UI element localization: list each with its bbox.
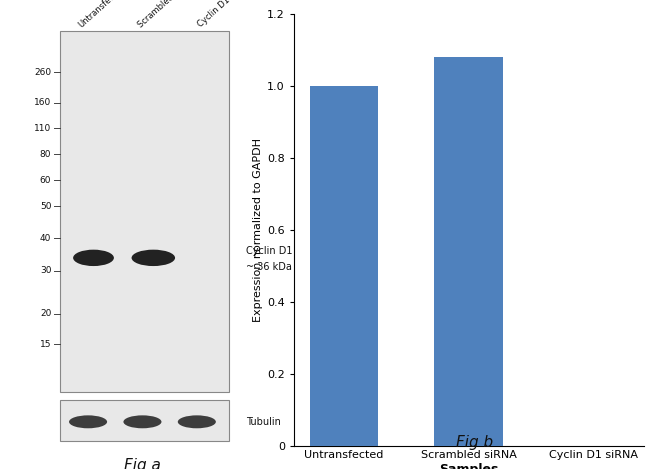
Text: 50: 50 bbox=[40, 202, 51, 211]
Text: Fig b: Fig b bbox=[456, 435, 493, 450]
Text: 30: 30 bbox=[40, 266, 51, 275]
X-axis label: Samples: Samples bbox=[439, 463, 499, 469]
Text: Cyclin D1 siRNA: Cyclin D1 siRNA bbox=[196, 0, 252, 29]
Y-axis label: Expression normalized to GAPDH: Expression normalized to GAPDH bbox=[253, 138, 263, 322]
Text: ~ 36 kDa: ~ 36 kDa bbox=[246, 262, 292, 272]
Text: 40: 40 bbox=[40, 234, 51, 243]
Text: Scrambled siRNA: Scrambled siRNA bbox=[136, 0, 196, 29]
Bar bbox=[310, 86, 378, 446]
Text: 20: 20 bbox=[40, 310, 51, 318]
Ellipse shape bbox=[73, 250, 114, 266]
Ellipse shape bbox=[178, 416, 216, 428]
Bar bbox=[434, 57, 503, 446]
Text: Cyclin D1: Cyclin D1 bbox=[246, 246, 292, 257]
Text: 260: 260 bbox=[34, 68, 51, 77]
Text: 80: 80 bbox=[40, 150, 51, 159]
Text: Fig a: Fig a bbox=[124, 459, 161, 469]
Text: Untransfected: Untransfected bbox=[77, 0, 127, 29]
Bar bbox=[60, 400, 229, 441]
Ellipse shape bbox=[69, 416, 107, 428]
Text: 15: 15 bbox=[40, 340, 51, 348]
Text: 160: 160 bbox=[34, 98, 51, 107]
Text: 60: 60 bbox=[40, 176, 51, 185]
Text: Tubulin: Tubulin bbox=[246, 417, 281, 427]
Bar bbox=[60, 31, 229, 392]
Ellipse shape bbox=[124, 416, 161, 428]
Text: 110: 110 bbox=[34, 124, 51, 133]
Ellipse shape bbox=[131, 250, 175, 266]
